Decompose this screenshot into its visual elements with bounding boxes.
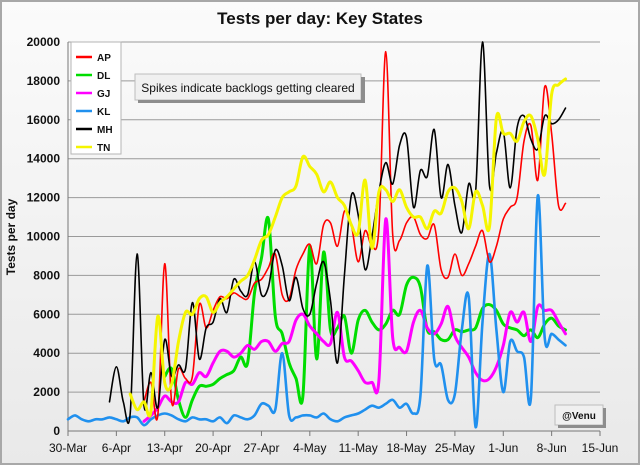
credit-box: @Venu [554, 404, 606, 428]
legend-label-kl: KL [97, 107, 110, 118]
x-tick-label: 1-Jun [488, 441, 518, 455]
x-tick-label: 13-Apr [147, 441, 183, 455]
y-tick-label: 14000 [27, 152, 61, 166]
x-tick-label: 30-Mar [49, 441, 87, 455]
x-tick-label: 4-May [293, 441, 326, 455]
legend-label-tn: TN [97, 143, 110, 154]
y-tick-label: 20000 [27, 35, 61, 49]
y-tick-label: 16000 [27, 113, 61, 127]
y-tick-label: 0 [53, 424, 60, 438]
x-tick-label: 6-Apr [102, 441, 131, 455]
y-tick-label: 18000 [27, 74, 61, 88]
legend: AP DL GJ KL MH TN [70, 41, 122, 155]
y-tick-label: 2000 [33, 385, 60, 399]
x-tick-label: 20-Apr [195, 441, 231, 455]
y-tick-label: 8000 [33, 268, 60, 282]
series-line-gj [142, 217, 567, 423]
x-tick-label: 25-May [435, 441, 475, 455]
series-lines [66, 41, 567, 429]
x-tick-label: 27-Apr [243, 441, 279, 455]
series-line-ap [143, 50, 567, 421]
annotation-text: Spikes indicate backlogs getting cleared [141, 81, 354, 95]
x-tick-label: 15-Jun [582, 441, 619, 455]
axes: 30-Mar 6-Apr 13-Apr 20-Apr 27-Apr 4-May 11-May… [49, 42, 618, 455]
y-tick-label: 4000 [33, 346, 60, 360]
y-axis-label: Tests per day [4, 198, 18, 275]
y-tick-label: 6000 [33, 307, 60, 321]
series-line-tn [128, 77, 567, 418]
y-tick-label: 12000 [27, 191, 61, 205]
y-tick-label: 10000 [27, 230, 61, 244]
series-line-dl [163, 215, 567, 419]
credit-text: @Venu [562, 411, 596, 422]
x-tick-label: 8-Jun [537, 441, 567, 455]
legend-label-gj: GJ [97, 89, 110, 100]
legend-label-mh: MH [97, 125, 113, 136]
series-line-kl [66, 194, 567, 429]
annotation-callout: Spikes indicate backlogs getting cleared [134, 73, 365, 103]
chart-title: Tests per day: Key States [217, 9, 423, 28]
legend-label-ap: AP [97, 53, 111, 64]
x-tick-label: 18-May [387, 441, 427, 455]
series-line-mh [108, 41, 567, 424]
x-tick-label: 11-May [339, 441, 378, 455]
legend-label-dl: DL [97, 71, 110, 82]
